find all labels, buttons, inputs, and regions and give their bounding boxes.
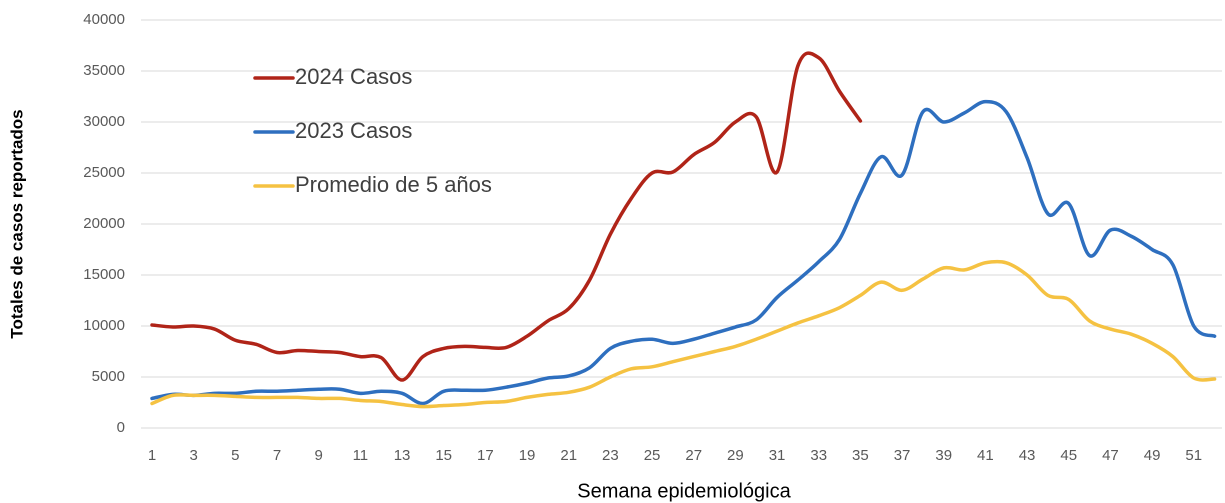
y-tick-label: 35000	[83, 62, 125, 79]
y-tick-label: 30000	[83, 113, 125, 130]
y-tick-label: 10000	[83, 317, 125, 334]
x-tick-label: 21	[560, 447, 577, 464]
x-tick-label: 47	[1102, 447, 1119, 464]
x-tick-label: 1	[148, 447, 156, 464]
series-line	[150, 99, 1217, 406]
x-tick-label: 35	[852, 447, 869, 464]
x-tick-label: 39	[935, 447, 952, 464]
x-tick-label: 41	[977, 447, 994, 464]
x-tick-label: 27	[685, 447, 702, 464]
y-tick-label: 5000	[92, 368, 125, 385]
x-tick-label: 7	[273, 447, 281, 464]
x-tick-label: 25	[644, 447, 661, 464]
x-axis-title: Semana epidemiológica	[577, 480, 791, 502]
x-tick-label: 23	[602, 447, 619, 464]
x-tick-label: 31	[769, 447, 786, 464]
y-tick-label: 15000	[83, 266, 125, 283]
y-tick-label: 25000	[83, 164, 125, 181]
x-tick-label: 17	[477, 447, 494, 464]
y-axis-title: Totales de casos reportados	[7, 109, 26, 338]
y-tick-label: 40000	[83, 11, 125, 28]
x-tick-label: 19	[519, 447, 536, 464]
x-tick-label: 13	[394, 447, 411, 464]
y-tick-label: 20000	[83, 215, 125, 232]
x-tick-label: 45	[1060, 447, 1077, 464]
x-tick-label: 43	[1019, 447, 1036, 464]
x-tick-label: 15	[435, 447, 452, 464]
legend-label: Promedio de 5 años	[295, 172, 492, 197]
x-tick-label: 5	[231, 447, 239, 464]
x-tick-label: 33	[810, 447, 827, 464]
x-tick-label: 51	[1185, 447, 1202, 464]
x-tick-label: 9	[315, 447, 323, 464]
legend-label: 2023 Casos	[295, 118, 412, 143]
series-line	[150, 259, 1217, 409]
x-tick-label: 37	[894, 447, 911, 464]
x-tick-label: 49	[1144, 447, 1161, 464]
legend-label: 2024 Casos	[295, 64, 412, 89]
x-tick-label: 3	[190, 447, 198, 464]
y-tick-label: 0	[117, 419, 125, 436]
series-line	[150, 51, 863, 382]
x-tick-label: 11	[353, 447, 369, 464]
x-tick-label: 29	[727, 447, 744, 464]
